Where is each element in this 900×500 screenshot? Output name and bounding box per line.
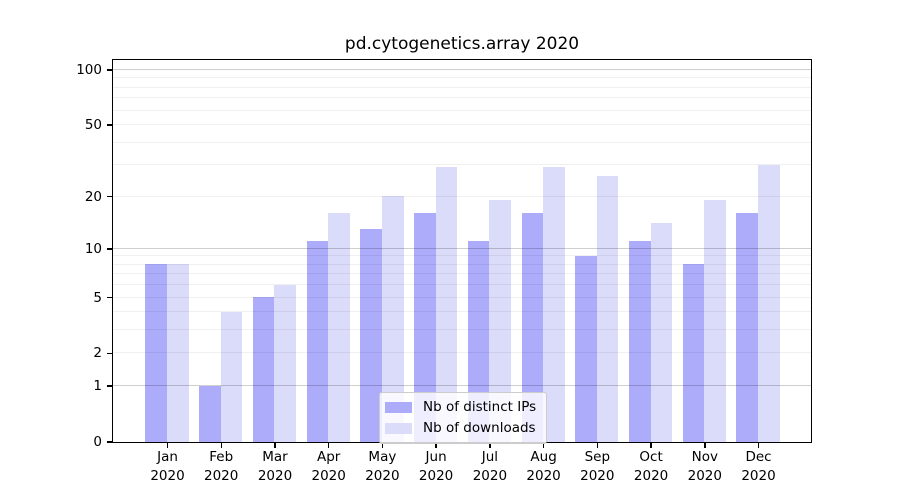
bar-nb-of-downloads-may: [381, 196, 404, 442]
bar-nb-of-downloads-aug: [543, 167, 565, 442]
y-tick-mark: [107, 69, 112, 71]
x-tick-label-jun: Jun 2020: [418, 449, 454, 484]
legend-row-downloads: Nb of downloads: [385, 418, 536, 439]
bar-nb-of-distinct-ips-jan: [145, 264, 167, 442]
bar-nb-of-distinct-ips-apr: [306, 241, 329, 442]
x-tick-mark: [435, 442, 437, 448]
y-tick-label-0: 0: [93, 434, 102, 450]
x-tick-label-may: May 2020: [365, 449, 400, 484]
bar-nb-of-downloads-dec: [758, 164, 780, 442]
x-tick-label-mar: Mar 2020: [257, 449, 293, 484]
legend-row-distinct-ips: Nb of distinct IPs: [385, 397, 536, 418]
bar-nb-of-downloads-jan: [167, 264, 189, 442]
y-tick-label-100: 100: [76, 62, 102, 78]
legend-label-downloads: Nb of downloads: [423, 419, 536, 436]
y-tick-label-10: 10: [84, 240, 102, 257]
bar-nb-of-downloads-oct: [650, 223, 673, 442]
bar-nb-of-distinct-ips-oct: [628, 241, 651, 442]
x-tick-mark: [274, 442, 276, 448]
bar-nb-of-distinct-ips-nov: [682, 264, 705, 442]
bar-nb-of-downloads-sep: [596, 175, 619, 442]
bar-nb-of-downloads-jun: [435, 167, 458, 442]
x-tick-mark: [542, 442, 545, 448]
y-tick-mark: [107, 248, 112, 250]
legend-swatch-downloads: [385, 422, 412, 434]
y-tick-label-2: 2: [93, 345, 102, 362]
x-tick-label-sep: Sep 2020: [580, 449, 615, 484]
x-tick-label-nov: Nov 2020: [687, 449, 722, 484]
bar-nb-of-distinct-ips-feb: [199, 385, 221, 442]
x-tick-mark: [757, 442, 760, 448]
y-tick-label-20: 20: [84, 188, 102, 205]
bar-nb-of-downloads-nov: [704, 200, 726, 442]
bars-layer: [113, 60, 811, 442]
x-tick-mark: [327, 442, 330, 448]
bar-nb-of-downloads-jul: [489, 200, 511, 442]
bar-nb-of-distinct-ips-may: [360, 228, 382, 442]
y-tick-label-1: 1: [93, 378, 102, 395]
bar-nb-of-distinct-ips-mar: [252, 297, 275, 442]
x-tick-label-jan: Jan 2020: [150, 449, 185, 484]
bar-nb-of-distinct-ips-dec: [736, 213, 759, 442]
x-tick-mark: [220, 442, 222, 448]
y-tick-mark: [107, 124, 112, 126]
x-tick-mark: [381, 442, 384, 448]
bar-nb-of-distinct-ips-sep: [575, 255, 597, 442]
y-tick-mark: [107, 385, 112, 387]
y-tick-label-50: 50: [84, 117, 102, 134]
x-tick-mark: [704, 442, 706, 448]
x-tick-label-jul: Jul 2020: [472, 449, 508, 484]
x-tick-label-apr: Apr 2020: [311, 449, 346, 484]
x-tick-mark: [650, 442, 652, 448]
plot-area: Nb of distinct IPs Nb of downloads: [112, 58, 812, 444]
x-tick-label-oct: Oct 2020: [633, 449, 669, 484]
legend-swatch-distinct-ips: [385, 401, 412, 413]
x-tick-mark: [596, 442, 599, 448]
y-tick-label-5: 5: [93, 289, 102, 306]
y-tick-mark: [107, 296, 112, 299]
bar-nb-of-distinct-ips-jul: [467, 241, 490, 442]
legend-label-distinct-ips: Nb of distinct IPs: [423, 398, 537, 415]
x-tick-mark: [166, 442, 169, 448]
x-tick-label-dec: Dec 2020: [741, 449, 776, 484]
bar-nb-of-distinct-ips-aug: [521, 213, 544, 442]
y-tick-mark: [107, 441, 112, 443]
x-tick-label-aug: Aug 2020: [526, 449, 561, 484]
bar-nb-of-downloads-apr: [328, 213, 350, 442]
x-tick-mark: [489, 442, 491, 448]
chart-title: pd.cytogenetics.array 2020: [344, 34, 580, 54]
bar-nb-of-distinct-ips-jun: [414, 213, 436, 442]
legend: Nb of distinct IPs Nb of downloads: [379, 391, 548, 444]
y-tick-mark: [107, 195, 112, 198]
y-tick-mark: [107, 352, 112, 355]
bar-nb-of-downloads-feb: [220, 311, 243, 442]
x-tick-label-feb: Feb 2020: [204, 449, 239, 484]
bar-nb-of-downloads-mar: [274, 284, 297, 442]
